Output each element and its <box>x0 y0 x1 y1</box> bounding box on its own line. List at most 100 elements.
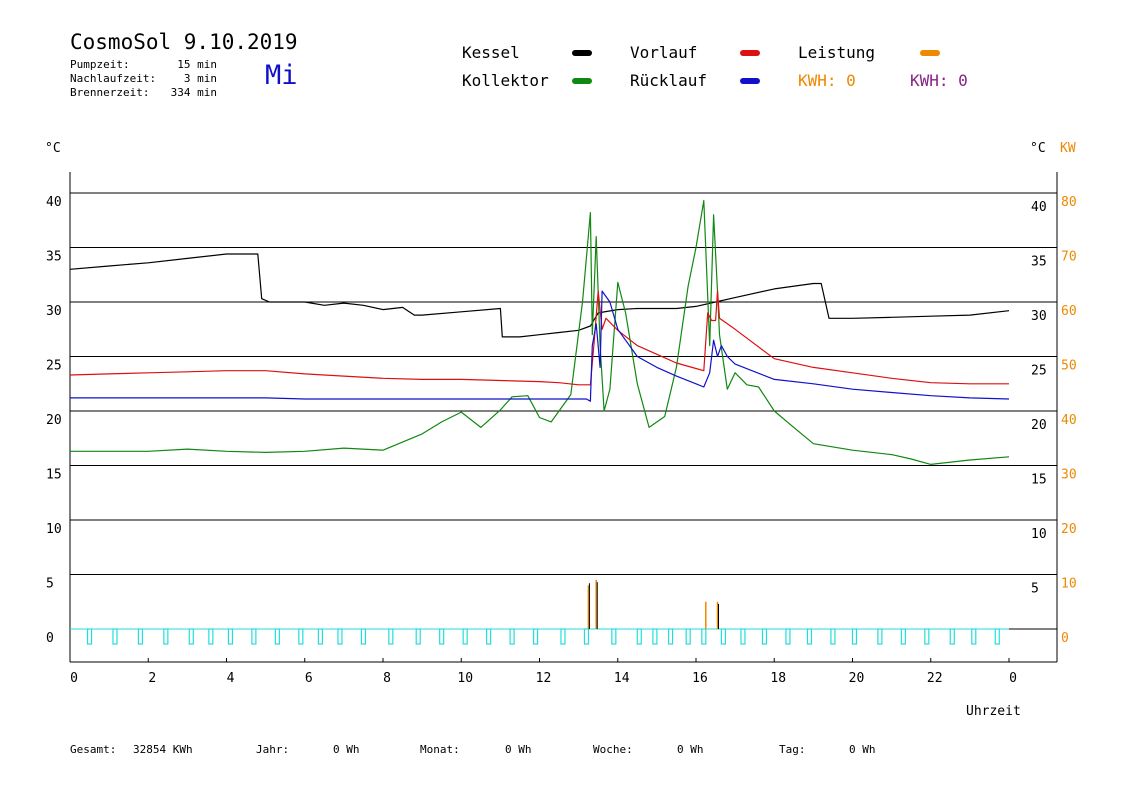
pumpzeit-label: Pumpzeit: <box>70 58 130 71</box>
x-tick-label: 0 <box>1009 671 1017 686</box>
nachlaufzeit-label: Nachlaufzeit: <box>70 72 157 85</box>
y-tick-label-left: 15 <box>46 468 62 483</box>
y-tick-label-power: 80 <box>1061 195 1077 210</box>
x-tick-label: 6 <box>305 671 313 686</box>
y-tick-label-power: 50 <box>1061 359 1077 374</box>
pump-pulse <box>761 628 768 645</box>
pump-pulse <box>337 628 343 645</box>
pump-pulse <box>685 628 691 645</box>
y-tick-label-power: 10 <box>1061 577 1077 592</box>
pump-pulse <box>208 628 214 645</box>
y-tick-label-right: 40 <box>1031 200 1047 215</box>
pump-pulse <box>112 628 118 645</box>
pump-pulse <box>439 628 445 645</box>
y-tick-label-left: 5 <box>46 577 54 592</box>
pump-pulse <box>830 628 836 645</box>
legend-vorlauf-label: Vorlauf <box>630 43 698 62</box>
tag-label: Tag: <box>779 743 806 756</box>
y-tick-label-right: 20 <box>1031 418 1047 433</box>
x-tick-label: 22 <box>927 671 943 686</box>
pump-pulse <box>785 628 791 645</box>
pump-pulse <box>415 628 421 645</box>
y-axis-unit-left: °C <box>45 141 61 156</box>
nachlaufzeit-value: 3 min <box>183 72 217 85</box>
monat-label: Monat: <box>420 743 460 756</box>
pump-pulse <box>900 628 906 645</box>
gesamt-value: 32854 KWh <box>133 743 193 756</box>
y-tick-label-left: 40 <box>46 195 62 210</box>
y-tick-label-power: 70 <box>1061 250 1077 265</box>
pump-pulse <box>251 628 257 645</box>
monat-value: 0 Wh <box>505 743 532 756</box>
x-tick-label: 0 <box>70 671 78 686</box>
woche-label: Woche: <box>593 743 633 756</box>
pump-pulse <box>949 628 955 645</box>
gesamt-label: Gesamt: <box>70 743 117 756</box>
weekday-label: Mi <box>265 60 298 91</box>
pump-pulse <box>86 628 93 645</box>
pump-pulse <box>924 628 930 645</box>
legend-ruecklauf-swatch <box>740 78 760 84</box>
pump-pulse <box>298 628 304 645</box>
pump-pulse <box>462 628 468 645</box>
brennerzeit-label: Brennerzeit: <box>70 86 150 99</box>
x-axis-label: Uhrzeit <box>966 704 1021 719</box>
legend-leistung-label: Leistung <box>798 43 876 62</box>
jahr-value: 0 Wh <box>333 743 360 756</box>
pump-pulse <box>137 628 144 645</box>
pump-pulse <box>227 628 234 645</box>
pump-pulse <box>652 628 658 645</box>
pump-pulse <box>532 628 539 645</box>
pump-pulse <box>360 628 367 645</box>
y-tick-label-left: 20 <box>46 413 62 428</box>
pump-pulse <box>560 628 566 645</box>
pump-pulse <box>851 628 858 645</box>
series-line-ruecklauf <box>70 290 1010 402</box>
pump-pulse <box>188 628 194 645</box>
legend-ruecklauf-label: Rücklauf <box>630 71 708 90</box>
pump-pulse <box>877 628 883 645</box>
pump-pulse <box>636 628 642 645</box>
y-tick-label-left: 0 <box>46 631 54 646</box>
chart-title: CosmoSol 9.10.2019 <box>70 30 298 54</box>
pump-pulse <box>274 628 280 645</box>
y-tick-label-right: 15 <box>1031 473 1047 488</box>
y-tick-label-right: 5 <box>1031 582 1039 597</box>
tag-value: 0 Wh <box>849 743 876 756</box>
x-tick-label: 2 <box>148 671 156 686</box>
pump-pulse <box>509 628 515 645</box>
pump-pulse <box>163 628 169 645</box>
legend-kwh-purple: KWH: 0 <box>910 71 968 90</box>
y-tick-label-left: 30 <box>46 304 62 319</box>
series-line-vorlauf <box>69 290 1009 386</box>
pump-pulse <box>720 628 726 645</box>
x-tick-label: 4 <box>227 671 235 686</box>
brennerzeit-value: 334 min <box>170 86 217 99</box>
x-tick-label: 20 <box>849 671 865 686</box>
y-tick-label-right: 30 <box>1031 309 1047 324</box>
y-axis-unit-right: °C <box>1030 141 1046 156</box>
y-tick-label-power: 60 <box>1061 304 1077 319</box>
pump-pulse <box>611 628 617 645</box>
x-tick-label: 8 <box>383 671 391 686</box>
pump-pulse <box>701 628 707 645</box>
x-tick-label: 14 <box>614 671 630 686</box>
legend-kessel-label: Kessel <box>462 43 520 62</box>
legend-kwh-orange: KWH: 0 <box>798 71 856 90</box>
y-tick-label-power: 20 <box>1061 522 1077 537</box>
pump-pulse <box>806 628 813 645</box>
y-tick-label-left: 10 <box>46 522 62 537</box>
legend-leistung-swatch <box>920 50 940 56</box>
pump-pulse <box>971 628 977 645</box>
x-tick-label: 12 <box>536 671 552 686</box>
pump-pulse <box>388 628 394 645</box>
woche-value: 0 Wh <box>677 743 704 756</box>
legend-kollektor-swatch <box>572 78 592 84</box>
pump-pulse <box>486 628 492 645</box>
legend-kessel-swatch <box>572 50 592 56</box>
jahr-label: Jahr: <box>256 743 290 756</box>
x-tick-label: 10 <box>457 671 473 686</box>
pump-pulse <box>317 628 323 645</box>
series-line-kollektor <box>70 200 1010 465</box>
